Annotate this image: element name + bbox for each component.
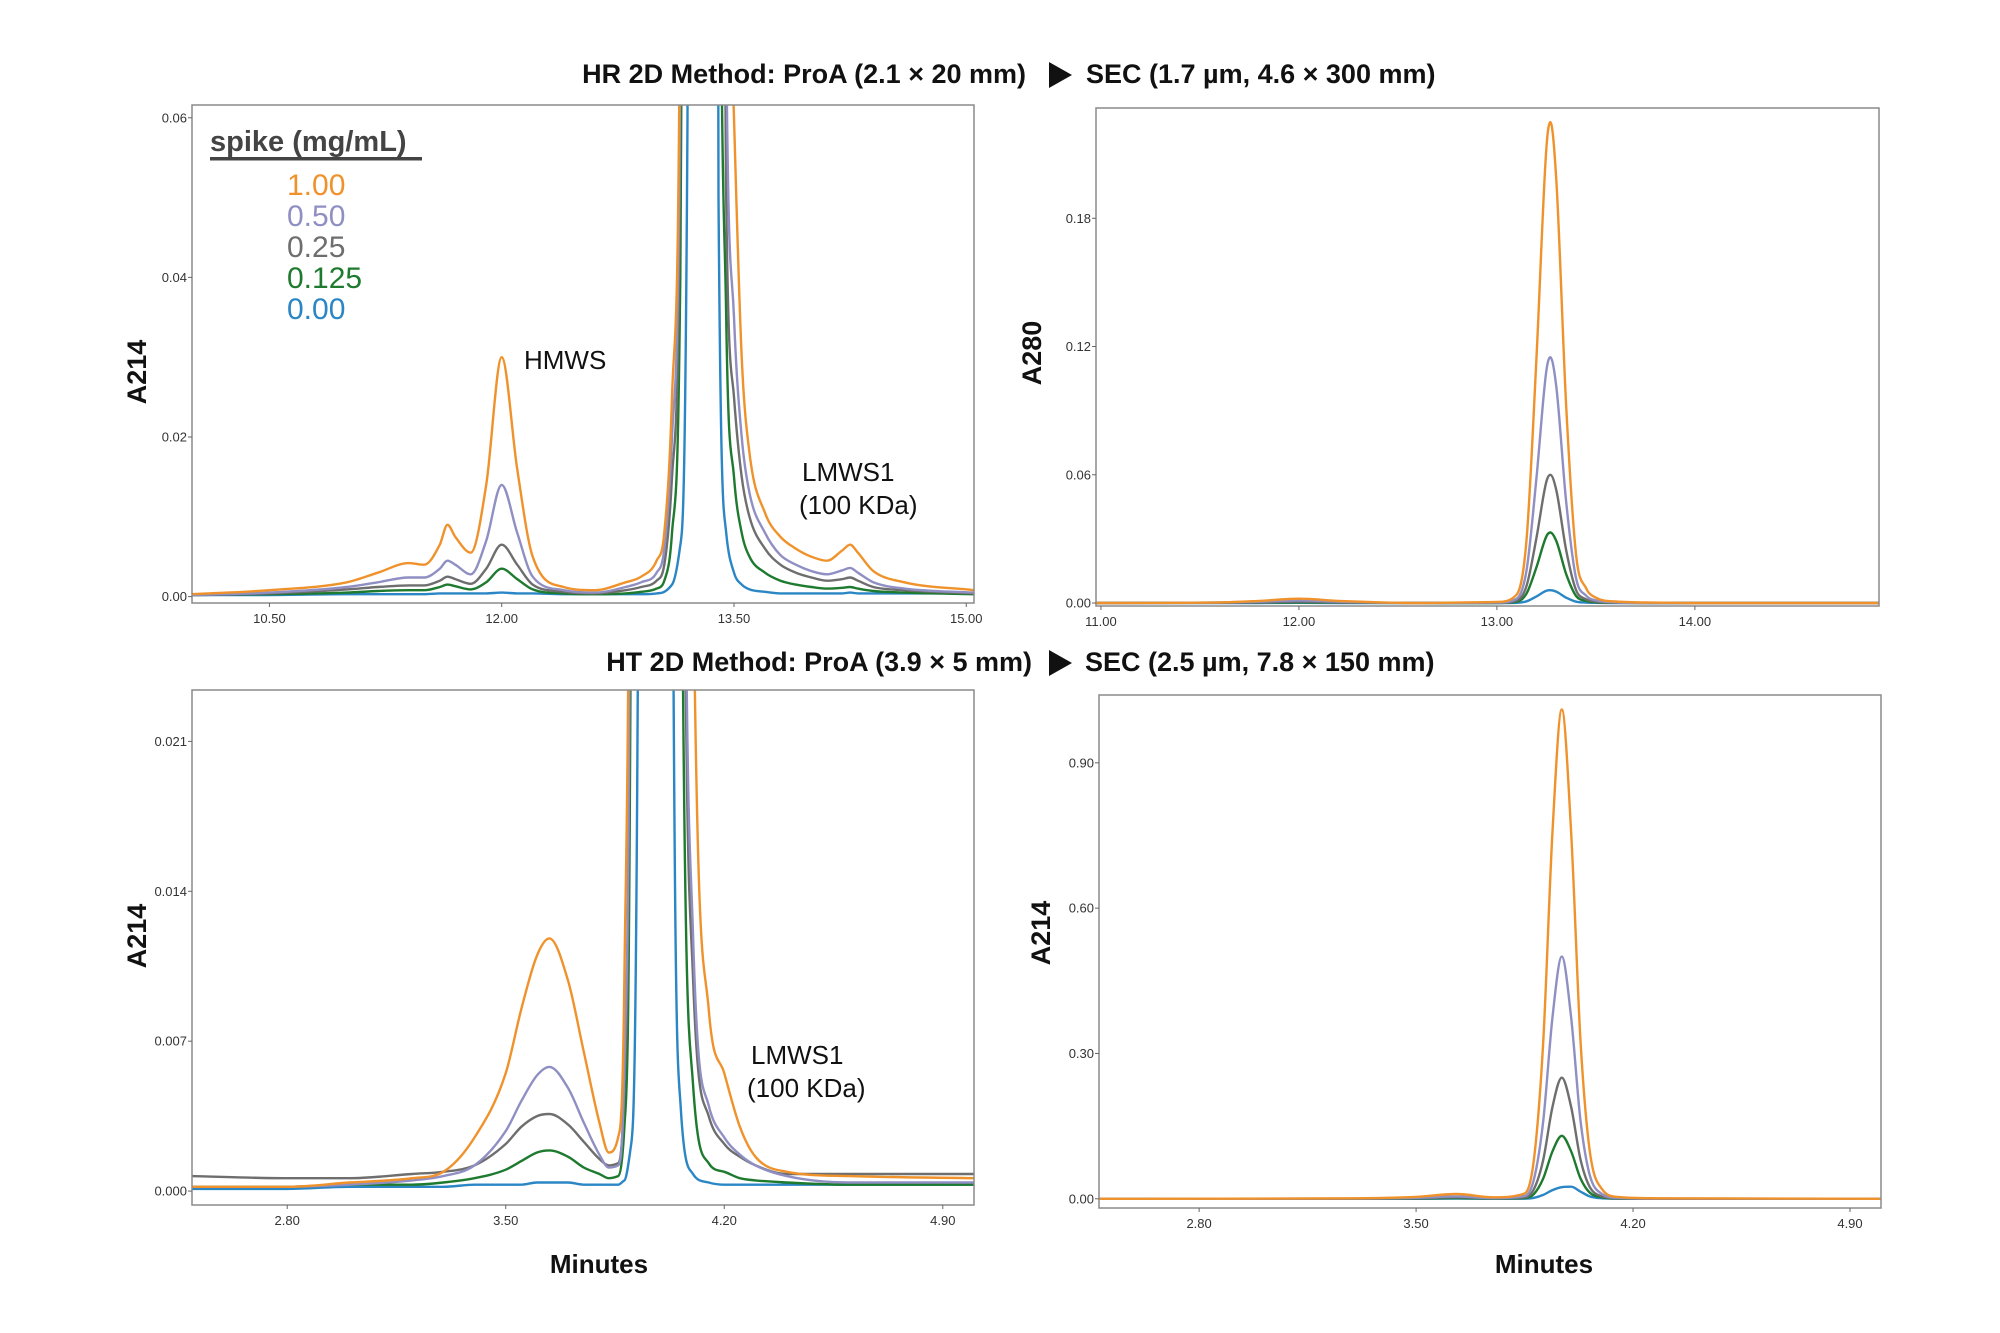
series-line-0.125 (1099, 1134, 1881, 1201)
plot-frame (191, 104, 975, 604)
chart-panel-0: 0.00 0.02 0.04 0.06 10.50 12.00 13.50 15.00 (162, 104, 983, 626)
hr-method-title: HR 2D Method: ProA (2.1 × 20 mm) (582, 59, 1026, 89)
legend-entry: 0.00 (287, 293, 345, 326)
series-group (192, 105, 974, 597)
chart-panel-3: 0.00 0.30 0.60 0.90 2.80 3.50 4.20 4.90 (1069, 694, 1882, 1231)
x-tick-label: 4.90 (1837, 1216, 1862, 1231)
plot-frame (1098, 694, 1882, 1209)
x-tick-label: 2.80 (275, 1213, 300, 1228)
y-tick-label: 0.007 (154, 1034, 187, 1049)
plot-frame (191, 689, 975, 1206)
series-group (1096, 120, 1879, 605)
y-axis-label: A280 (1017, 321, 1047, 386)
series-line-0.50 (1099, 955, 1881, 1200)
series-line-1.00 (192, 690, 974, 1189)
y-tick-label: 0.02 (162, 430, 187, 445)
x-tick-label: 2.80 (1186, 1216, 1211, 1231)
series-line-1.00 (1099, 708, 1881, 1200)
y-tick-label: 0.12 (1066, 339, 1091, 354)
annotation-lmws1-size: (100 KDa) (747, 1073, 866, 1103)
y-tick-label: 0.04 (162, 270, 187, 285)
x-tick-label: 13.00 (1481, 614, 1514, 629)
legend-entry: 0.50 (287, 200, 345, 233)
legend-entry: 1.00 (287, 169, 345, 202)
x-tick-label: 10.50 (253, 611, 286, 626)
y-axis-label: A214 (122, 340, 152, 405)
x-tick-label: 12.00 (1283, 614, 1316, 629)
ht-method-title: HT 2D Method: ProA (3.9 × 5 mm) (606, 647, 1032, 677)
series-group (1099, 708, 1881, 1201)
x-tick-label: 15.00 (950, 611, 983, 626)
series-line-0.00 (192, 105, 974, 597)
plot-frame (1095, 107, 1880, 607)
series-line-0.00 (192, 690, 974, 1191)
x-tick-label: 13.50 (718, 611, 751, 626)
y-axis-label: A214 (1026, 901, 1056, 966)
series-line-1.00 (192, 105, 974, 596)
annotation-hmws: HMWS (524, 345, 606, 375)
x-tick-label: 14.00 (1679, 614, 1712, 629)
series-line-0.25 (1096, 473, 1879, 605)
legend-entry: 0.25 (287, 231, 345, 264)
annotation-lmws1: LMWS1 (751, 1040, 843, 1070)
x-tick-label: 11.00 (1085, 614, 1117, 629)
y-tick-label: 0.014 (154, 884, 187, 899)
legend-title-underline (210, 157, 422, 161)
x-tick-label: 4.20 (1620, 1216, 1645, 1231)
x-tick-label: 3.50 (493, 1213, 518, 1228)
y-tick-label: 0.30 (1069, 1046, 1094, 1061)
legend-entry: 0.125 (287, 262, 362, 295)
series-line-0.25 (1099, 1076, 1881, 1201)
y-tick-label: 0.021 (154, 734, 187, 749)
series-line-0.25 (192, 690, 974, 1180)
series-group (192, 690, 974, 1191)
ht-sec-title: SEC (2.5 µm, 7.8 × 150 mm) (1085, 647, 1434, 677)
y-tick-label: 0.18 (1066, 211, 1091, 226)
x-axis-label: Minutes (550, 1249, 648, 1279)
x-tick-label: 4.20 (712, 1213, 737, 1228)
x-tick-label: 3.50 (1403, 1216, 1428, 1231)
y-tick-label: 0.06 (162, 110, 187, 125)
x-tick-label: 4.90 (930, 1213, 955, 1228)
y-tick-label: 0.00 (1066, 596, 1091, 611)
y-tick-label: 0.90 (1069, 755, 1094, 770)
annotation-lmws1: LMWS1 (802, 457, 894, 487)
series-line-0.125 (192, 690, 974, 1189)
chart-panel-2: 0.000 0.007 0.014 0.021 2.80 3.50 4.20 4.90 (154, 689, 975, 1228)
series-line-0.125 (192, 105, 974, 597)
x-tick-label: 12.00 (485, 611, 518, 626)
hr-sec-title: SEC (1.7 µm, 4.6 × 300 mm) (1086, 59, 1435, 89)
y-tick-label: 0.00 (162, 589, 187, 604)
y-tick-label: 0.06 (1066, 467, 1091, 482)
annotation-lmws1-size: (100 KDa) (799, 490, 918, 520)
series-line-0.50 (192, 690, 974, 1189)
series-line-0.50 (192, 105, 974, 597)
y-tick-label: 0.00 (1069, 1191, 1094, 1206)
series-line-1.00 (1096, 120, 1879, 605)
series-line-0.25 (192, 105, 974, 597)
legend: spike (mg/mL) 1.00 0.50 0.25 0.125 0.00 (210, 126, 422, 326)
arrow-icon (1049, 62, 1072, 88)
series-line-0.50 (1096, 356, 1879, 605)
series-line-0.125 (1096, 531, 1879, 605)
chart-panel-1: 0.00 0.06 0.12 0.18 11.00 12.00 13.00 14.00 (1066, 107, 1880, 629)
y-tick-label: 0.60 (1069, 901, 1094, 916)
y-tick-label: 0.000 (154, 1184, 187, 1199)
y-axis-label: A214 (122, 904, 152, 969)
legend-title: spike (mg/mL) (210, 126, 407, 158)
x-axis-label: Minutes (1495, 1249, 1593, 1279)
arrow-icon (1049, 650, 1072, 676)
